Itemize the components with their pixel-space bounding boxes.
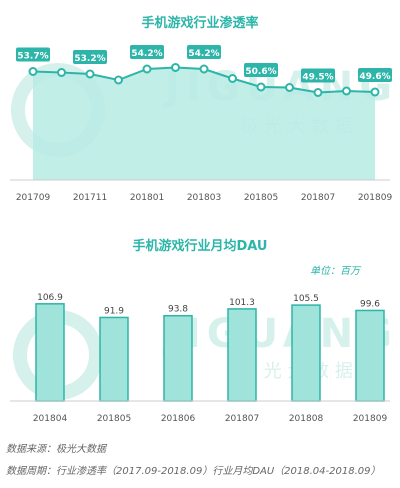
x-tick-label: 201804 [33,414,68,424]
data-label-bg [16,47,50,62]
x-tick-label: 201801 [130,193,164,203]
data-label: 54.2% [131,49,162,59]
x-tick-label: 201805 [244,193,278,203]
footer-period: 数据周期：行业渗透率（2017.09-2018.09）行业月均DAU（2018.… [6,466,381,477]
x-tick-label: 201805 [97,414,131,424]
x-tick-label: 201809 [358,193,393,203]
data-point [313,88,323,97]
bar [291,304,321,402]
watermark-2: JIGUANG 极 光 大 数 据 [13,310,398,400]
data-label-bg [130,45,164,59]
x-tick-label: 201807 [301,193,335,203]
unit-label: 单位：百万 [310,266,360,277]
bar-value-label: 106.9 [37,293,63,303]
data-point [171,63,180,72]
x-tick-label: 201803 [187,193,221,203]
data-label: 53.2% [74,54,105,64]
data-label-bg [358,68,392,82]
data-label: 53.7% [17,52,48,62]
x-tick-label: 201709 [16,193,51,203]
x-tick-label: 201808 [289,414,324,424]
chart-title-penetration: 手机游戏行业渗透率 [141,16,259,31]
data-point [256,82,266,92]
bar-value-label: 101.3 [229,298,255,308]
data-label: 49.6% [359,72,390,82]
bar [355,309,385,402]
bar [227,308,257,402]
data-point [342,86,351,96]
bar-value-label: 105.5 [293,294,319,304]
data-point [114,75,123,85]
data-point [57,68,66,77]
data-point [142,64,152,74]
bar [163,314,193,402]
bar [35,303,65,402]
data-label-bg [301,68,335,83]
data-point [199,64,209,74]
data-label: 49.5% [302,73,333,83]
data-point [228,74,237,83]
data-point [285,83,294,92]
penetration-chart: JIGUANG 极 光 大 数 据 53.7%53.2%54.2%54.2%50… [10,45,393,203]
data-label-bg [73,50,107,64]
data-label-bg [244,63,278,77]
data-point [370,87,380,97]
x-tick-label: 201806 [161,414,196,424]
bar-value-label: 99.6 [360,299,380,309]
footer-source: 数据来源：极光大数据 [6,444,106,455]
data-label-bg [187,45,221,59]
data-label: 50.6% [245,67,276,77]
dau-chart: JIGUANG 极 光 大 数 据 106.9 91.9 93.8 101.3 105.… [10,293,398,424]
bar [99,316,129,402]
x-tick-label: 201807 [225,414,259,424]
data-point [28,67,38,76]
penetration-area [33,67,375,180]
data-point [85,69,95,79]
x-tick-label: 201809 [353,414,388,424]
data-label: 54.2% [188,49,219,59]
x-tick-label: 201711 [73,193,107,203]
bar-value-label: 93.8 [168,305,188,315]
watermark-brand-2: JIGUANG [162,311,398,357]
chart-title-dau: 手机游戏行业月均DAU [132,239,268,254]
bar-value-label: 91.9 [104,306,124,316]
